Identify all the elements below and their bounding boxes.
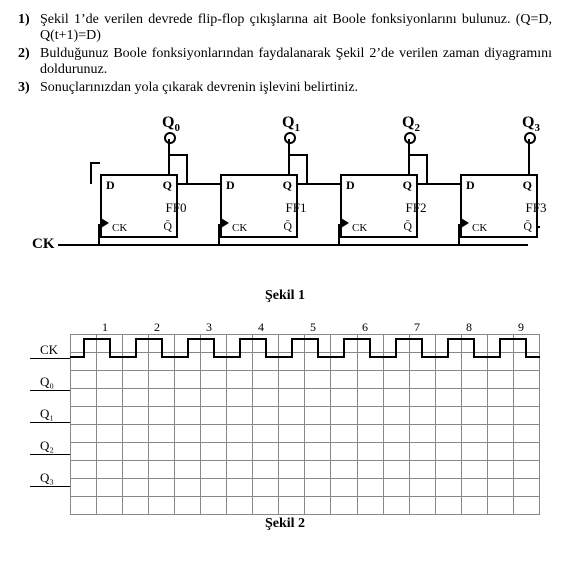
question-list: 1) Şekil 1’de verilen devrede flip-flop … [18, 12, 552, 96]
pin-q: Q [163, 178, 172, 193]
wire [288, 154, 308, 156]
pin-qbar: Q̄ [283, 219, 292, 234]
wire [168, 139, 170, 174]
pin-d: D [346, 178, 355, 193]
wire [176, 183, 220, 185]
clock-edge-icon [341, 218, 349, 228]
timing-diagram: 1 2 3 4 5 6 7 8 9 CK Q₀ Q₁ Q₂ Q₃ [30, 322, 540, 512]
figure-2-caption: Şekil 2 [18, 516, 552, 532]
baseline [30, 486, 70, 487]
question-text: Sonuçlarınızdan yola çıkarak devrenin iş… [40, 80, 552, 96]
clock-number: 3 [206, 320, 212, 335]
output-node-icon [524, 132, 536, 144]
ff-name: FF1 [259, 200, 333, 216]
question-text: Şekil 1’de verilen devrede flip-flop çık… [40, 12, 552, 44]
circuit-diagram: CK Q0 D Q Q̄ CK FF0 Q1 D Q Q̄ CK F [30, 114, 540, 284]
ck-bus [58, 244, 528, 246]
clock-number: 2 [154, 320, 160, 335]
clock-edge-icon [221, 218, 229, 228]
pin-ck: CK [472, 222, 487, 234]
baseline [30, 454, 70, 455]
wire [426, 154, 428, 183]
out-sub: 3 [534, 122, 540, 134]
pin-qbar: Q̄ [403, 219, 412, 234]
pin-d: D [106, 178, 115, 193]
pin-q: Q [403, 178, 412, 193]
out-sub: 1 [294, 122, 300, 134]
out-q: Q [402, 114, 414, 131]
baseline [30, 358, 70, 359]
wire [296, 183, 340, 185]
figure-1: CK Q0 D Q Q̄ CK FF0 Q1 D Q Q̄ CK F [18, 114, 552, 304]
wire [168, 154, 188, 156]
clock-number: 6 [362, 320, 368, 335]
clock-number: 5 [310, 320, 316, 335]
pin-d: D [226, 178, 235, 193]
question-number: 1) [18, 12, 40, 44]
wire [90, 162, 92, 184]
wire [338, 224, 340, 244]
wire [288, 139, 290, 174]
row-label-q2: Q₂ [40, 438, 54, 454]
out-q: Q [162, 114, 174, 131]
clock-number: 1 [102, 320, 108, 335]
clock-number: 9 [518, 320, 524, 335]
clock-edge-icon [461, 218, 469, 228]
wire [186, 154, 188, 183]
pin-ck: CK [232, 222, 247, 234]
wire [536, 226, 540, 228]
row-label-ck: CK [40, 342, 58, 358]
out-q: Q [282, 114, 294, 131]
question-text: Bulduğunuz Boole fonksiyonlarından fayda… [40, 46, 552, 78]
pin-q: Q [283, 178, 292, 193]
question-item: 1) Şekil 1’de verilen devrede flip-flop … [18, 12, 552, 44]
ck-label: CK [32, 236, 55, 253]
output-node-icon [284, 132, 296, 144]
wire [408, 154, 428, 156]
ff-name: FF2 [379, 200, 453, 216]
wire [528, 139, 530, 174]
wire [458, 224, 460, 244]
baseline [30, 390, 70, 391]
wire [98, 224, 100, 244]
out-sub: 0 [174, 122, 180, 134]
figure-1-caption: Şekil 1 [18, 288, 552, 304]
out-q: Q [522, 114, 534, 131]
wire [218, 224, 220, 244]
output-node-icon [404, 132, 416, 144]
pin-ck: CK [112, 222, 127, 234]
wire [408, 139, 410, 174]
flipflop-ff0: D Q Q̄ CK FF0 [100, 174, 178, 238]
flipflop-ff2: D Q Q̄ CK FF2 [340, 174, 418, 238]
question-number: 3) [18, 80, 40, 96]
flipflop-ff1: D Q Q̄ CK FF1 [220, 174, 298, 238]
pin-qbar: Q̄ [163, 219, 172, 234]
figure-2: 1 2 3 4 5 6 7 8 9 CK Q₀ Q₁ Q₂ Q₃ [18, 322, 552, 532]
out-sub: 2 [414, 122, 420, 134]
question-item: 3) Sonuçlarınızdan yola çıkarak devrenin… [18, 80, 552, 96]
wire [306, 154, 308, 183]
ff-name: FF0 [139, 200, 213, 216]
clock-number: 8 [466, 320, 472, 335]
ff-name: FF3 [499, 200, 570, 216]
flipflop-ff3: D Q Q̄ CK FF3 [460, 174, 538, 238]
question-item: 2) Bulduğunuz Boole fonksiyonlarından fa… [18, 46, 552, 78]
wire [528, 154, 530, 156]
pin-q: Q [523, 178, 532, 193]
row-label-q0: Q₀ [40, 374, 54, 390]
wire [416, 183, 460, 185]
clock-edge-icon [101, 218, 109, 228]
clock-number: 4 [258, 320, 264, 335]
question-number: 2) [18, 46, 40, 78]
row-label-q1: Q₁ [40, 406, 54, 422]
output-node-icon [164, 132, 176, 144]
pin-ck: CK [352, 222, 367, 234]
wire [90, 162, 100, 164]
pin-qbar: Q̄ [523, 219, 532, 234]
clock-number: 7 [414, 320, 420, 335]
row-label-q3: Q₃ [40, 470, 54, 486]
baseline [30, 422, 70, 423]
pin-d: D [466, 178, 475, 193]
timing-grid [70, 334, 540, 515]
